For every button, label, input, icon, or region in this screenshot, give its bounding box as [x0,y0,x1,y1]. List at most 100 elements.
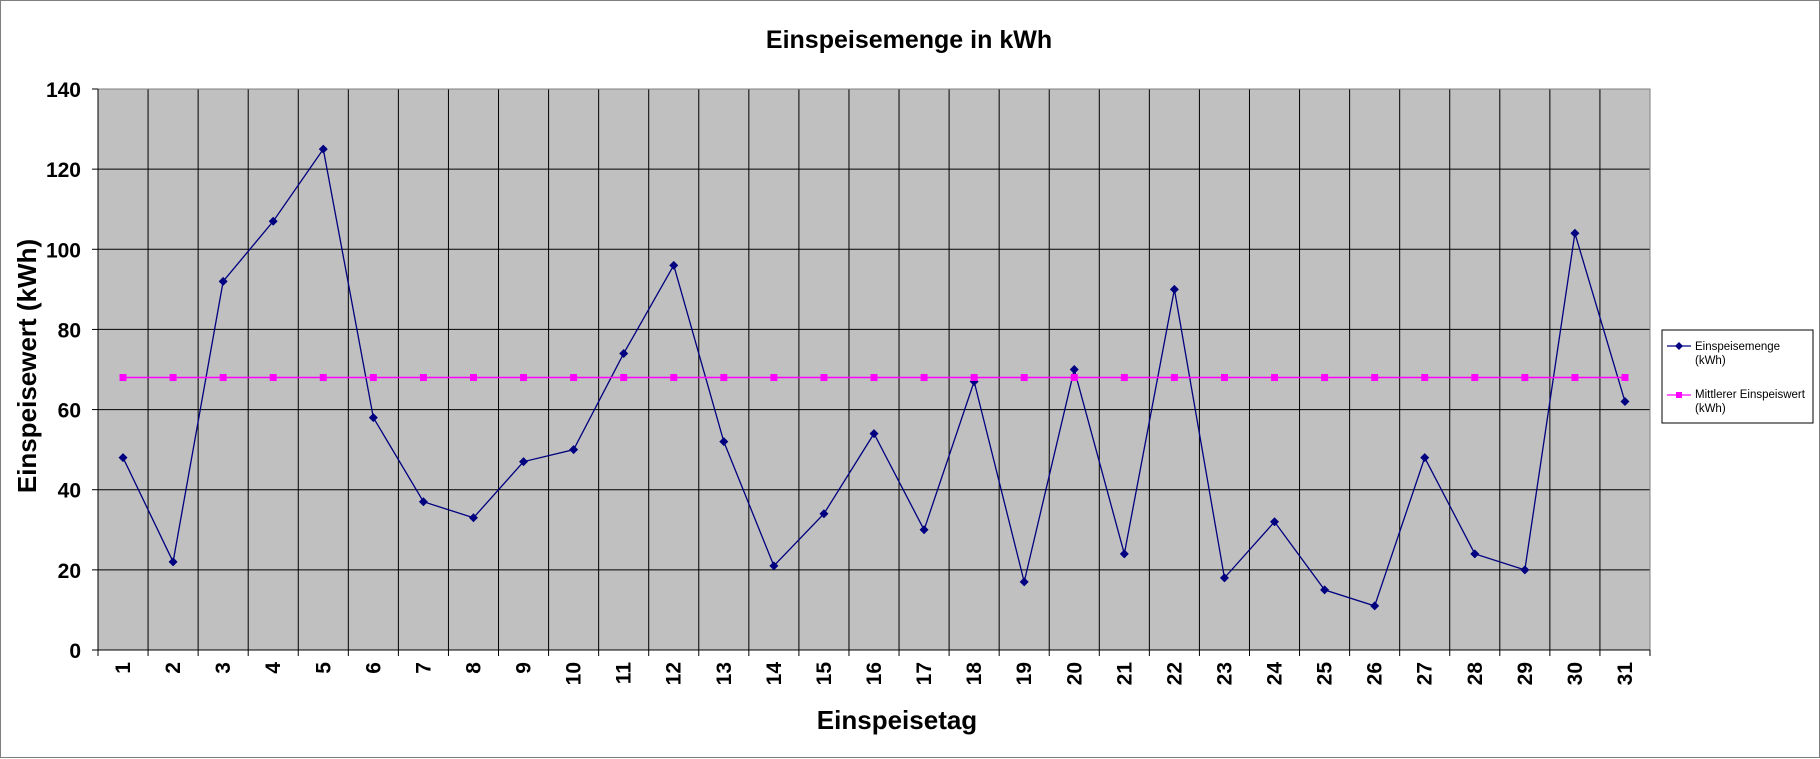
data-point [369,374,377,382]
data-point [719,437,729,447]
legend-label-einspeisemenge-unit: (kWh) [1695,355,1726,367]
data-point [1570,228,1580,238]
data-point [1119,549,1129,559]
legend-entry-einspeisemenge: Einspeisemenge (kWh) [1667,341,1780,367]
data-point [1169,284,1179,294]
data-point [570,374,578,382]
y-tick-label: 140 [46,79,81,102]
x-tick-label: 30 [1564,662,1587,685]
data-point [318,144,328,154]
data-point [770,374,778,382]
y-tick-label: 40 [58,480,81,503]
data-point [819,509,829,519]
x-tick-label: 28 [1464,662,1487,686]
y-tick-label: 60 [58,400,81,423]
x-tick-label: 7 [412,662,435,674]
data-point [1120,374,1128,382]
data-point [669,260,679,270]
x-tick-label: 27 [1414,662,1437,685]
x-tick-label: 9 [513,662,536,674]
data-point [919,525,929,535]
legend-label-einspeisemenge: Einspeisemenge [1695,341,1780,353]
data-point [219,374,227,382]
data-point [620,374,628,382]
x-tick-label: 8 [462,662,485,674]
x-tick-label: 4 [262,662,285,674]
data-point [870,374,878,382]
x-tick-label: 15 [813,662,836,686]
data-point [169,374,177,382]
legend-marker-mittlerer-einspeiswert [1676,392,1682,398]
data-point [820,374,828,382]
data-point [1370,601,1380,611]
y-tick-label: 120 [46,159,81,182]
data-point [1070,374,1078,382]
x-tick-label: 3 [212,662,235,674]
chart-title: Einspeisemenge in kWh [766,26,1052,54]
y-tick-label: 0 [69,640,81,663]
legend-entry-mittlerer-einspeiswert: Mittlerer Einspeiswert (kWh) [1667,389,1806,415]
y-tick-label: 80 [58,319,81,342]
x-tick-label: 13 [713,662,736,685]
x-tick-label: 5 [312,662,335,674]
data-point [520,374,528,382]
x-axis-label: Einspeisetag [817,705,977,735]
data-point [1019,577,1029,587]
data-point [118,453,128,463]
data-point [368,413,378,423]
data-point [1020,374,1028,382]
data-point [268,216,278,226]
data-point [1270,517,1280,527]
data-point [1170,374,1178,382]
x-tick-label: 14 [763,662,786,686]
data-point [519,457,529,467]
data-point [1321,374,1329,382]
data-point [1520,565,1530,575]
data-point [1420,453,1430,463]
data-point [670,374,678,382]
data-point [970,374,978,382]
data-point [168,557,178,567]
data-point [1421,374,1429,382]
x-tick-label: 25 [1314,662,1337,686]
y-axis-label: Einspeisewert (kWh) [12,239,42,493]
x-tick-label: 21 [1113,662,1136,686]
series-layer [118,144,1630,611]
data-point [1271,374,1279,382]
x-tick-label: 24 [1264,662,1287,686]
data-point [119,374,127,382]
x-tick-label: 31 [1614,662,1637,686]
x-tick-label: 22 [1163,662,1186,685]
legend-label-mittlerer-einspeiswert-unit: (kWh) [1695,403,1726,415]
y-tick-label: 100 [46,239,81,262]
data-point [269,374,277,382]
data-point [319,374,327,382]
x-tick-label: 26 [1364,662,1387,685]
data-point [720,374,728,382]
data-point [1471,374,1479,382]
chart-legend: Einspeisemenge (kWh) Mittlerer Einspeisw… [1661,329,1814,424]
data-point [469,374,477,382]
data-point [619,348,629,358]
data-point [1571,374,1579,382]
x-tick-label: 18 [963,662,986,686]
data-point [468,513,478,523]
data-point [1470,549,1480,559]
x-tick-label: 20 [1063,662,1086,685]
data-point [869,429,879,439]
data-point [1320,585,1330,595]
legend-label-mittlerer-einspeiswert: Mittlerer Einspeiswert [1695,389,1806,401]
y-tick-label: 20 [58,560,81,583]
data-point [769,561,779,571]
data-point [1069,365,1079,374]
data-point [920,374,928,382]
data-point [1521,374,1529,382]
legend-marker-einspeisemenge [1675,342,1683,350]
x-tick-label: 10 [563,662,586,685]
plot-area [98,89,1650,650]
data-point [1219,573,1229,583]
x-tick-label: 23 [1213,662,1236,685]
